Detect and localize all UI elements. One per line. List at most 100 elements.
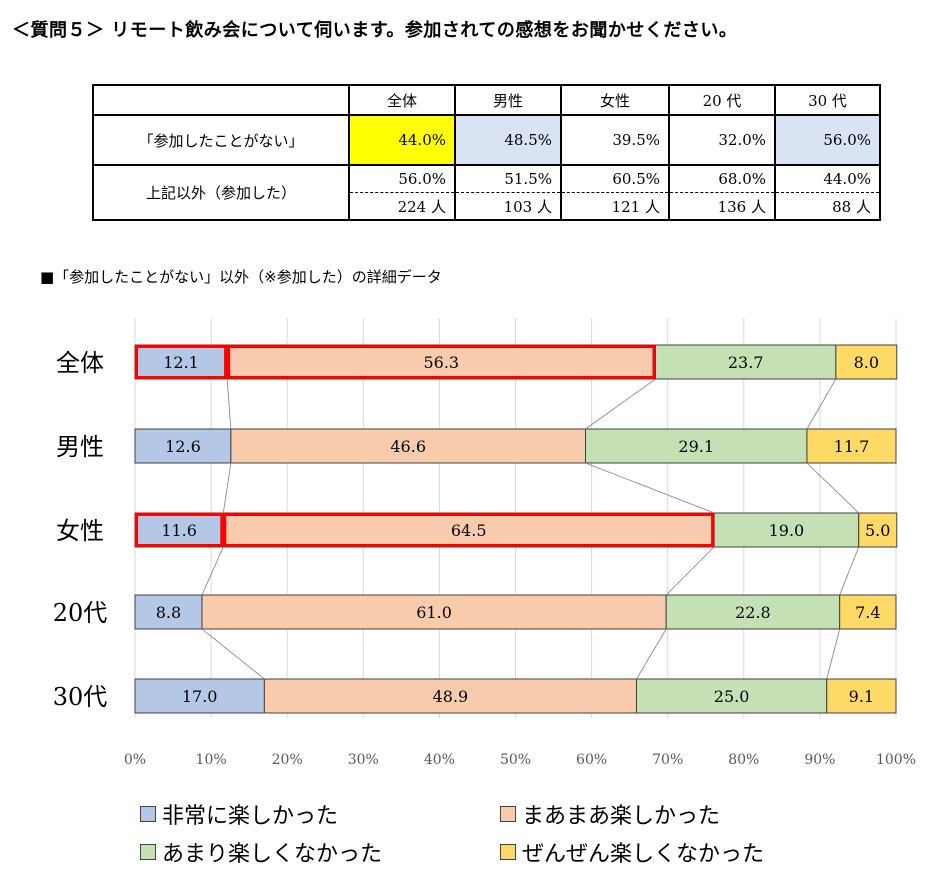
series-connector-line <box>839 546 860 596</box>
data-label: 46.6 <box>390 437 426 456</box>
table-header-row: 全体 男性 女性 20 代 30 代 <box>92 84 881 116</box>
data-label: 8.0 <box>854 353 879 372</box>
table-cell: 32.0% <box>668 114 776 166</box>
bar-segment <box>665 594 841 630</box>
legend-label: ぜんぜん楽しくなかった <box>522 842 765 867</box>
series-connector-line <box>226 378 232 430</box>
x-tick-label: 40% <box>424 752 455 768</box>
legend-item: まあまあ楽しかった <box>500 798 720 830</box>
x-tick-label: 60% <box>576 752 607 768</box>
table-header-cell: 女性 <box>560 84 670 116</box>
x-tick-label: 10% <box>196 752 227 768</box>
x-tick-label: 100% <box>876 752 916 768</box>
bar-segment <box>134 678 265 714</box>
table-header-cell: 全体 <box>348 84 456 116</box>
row-label-other: 上記以外（参加した） <box>92 164 350 221</box>
table-cell: 39.5% <box>560 114 670 166</box>
table-cell: 88 人 <box>774 192 881 221</box>
series-connector-line <box>806 378 837 430</box>
summary-table: 全体 男性 女性 20 代 30 代 「参加したことがない」 44.0% 48.… <box>92 84 881 221</box>
category-label: 30代 <box>53 683 108 711</box>
data-label: 11.7 <box>834 437 870 456</box>
data-label: 17.0 <box>182 687 218 706</box>
series-connector-line <box>201 546 224 596</box>
table-cell: 224 人 <box>348 192 456 221</box>
category-label: 全体 <box>56 349 104 377</box>
legend-item: あまり楽しくなかった <box>140 836 382 868</box>
table-row-other-pct: 上記以外（参加した） 56.0% 51.5% 60.5% 68.0% 44.0% <box>92 164 881 221</box>
bar-segment <box>134 594 203 630</box>
category-label: 男性 <box>56 433 104 461</box>
bar-segment <box>585 428 808 464</box>
bar-segment <box>826 678 897 714</box>
category-label: 女性 <box>56 517 104 545</box>
data-label: 56.3 <box>423 353 459 372</box>
table-cell: 51.5% <box>454 164 562 193</box>
data-label: 12.1 <box>163 353 199 372</box>
data-label: 61.0 <box>416 603 452 622</box>
table-corner-cell <box>92 84 350 116</box>
highlight-box <box>227 345 656 379</box>
series-connector-line <box>665 546 715 596</box>
x-tick-label: 0% <box>124 752 146 768</box>
table-header-cell: 30 代 <box>774 84 881 116</box>
data-label: 7.4 <box>855 603 880 622</box>
legend-swatch <box>140 806 156 822</box>
bar-segment <box>858 512 898 548</box>
x-tick-label: 80% <box>728 752 759 768</box>
table-cell: 68.0% <box>668 164 776 193</box>
table-cell: 48.5% <box>454 114 562 166</box>
series-connector-line <box>201 628 265 680</box>
data-label: 22.8 <box>735 603 771 622</box>
bar-segment <box>134 428 232 464</box>
data-label: 64.5 <box>451 521 487 540</box>
series-connector-line <box>585 378 656 430</box>
data-label: 23.7 <box>728 353 764 372</box>
x-tick-label: 20% <box>272 752 303 768</box>
table-cell: 56.0% <box>774 114 881 166</box>
bar-segment <box>226 344 657 380</box>
x-tick-label: 90% <box>804 752 835 768</box>
legend-swatch <box>500 844 516 860</box>
bar-segment <box>230 428 587 464</box>
data-label: 11.6 <box>161 521 197 540</box>
page-title: ＜質問５＞ リモート飲み会について伺います。参加されての感想をお聞かせください。 <box>12 20 738 41</box>
legend-swatch <box>140 844 156 860</box>
bar-segment <box>839 594 897 630</box>
series-connector-line <box>222 462 232 514</box>
series-connector-line <box>585 462 715 514</box>
table-cell: 103 人 <box>454 192 562 221</box>
table-header-cell: 男性 <box>454 84 562 116</box>
data-label: 12.6 <box>165 437 201 456</box>
category-label: 20代 <box>53 599 108 627</box>
x-tick-label: 50% <box>500 752 531 768</box>
legend-label: 非常に楽しかった <box>162 804 339 829</box>
bar-segment <box>263 678 637 714</box>
legend-swatch <box>500 806 516 822</box>
data-label: 19.0 <box>769 521 805 540</box>
table-cell: 136 人 <box>668 192 776 221</box>
series-connector-line <box>826 628 841 680</box>
table-cell: 121 人 <box>560 192 670 221</box>
x-tick-label: 70% <box>652 752 683 768</box>
chart-subtitle: ■「参加したことがない」以外（※参加した）の詳細データ <box>40 268 442 286</box>
series-connector-line <box>806 462 859 514</box>
bar-segment <box>835 344 898 380</box>
bar-segment <box>806 428 897 464</box>
table-row-other-count: 224 人 103 人 121 人 136 人 88 人 <box>93 192 881 221</box>
highlight-box <box>135 345 228 379</box>
bar-segment <box>201 594 667 630</box>
data-label: 5.0 <box>865 521 890 540</box>
table-row-never: 「参加したことがない」 44.0% 48.5% 39.5% 32.0% 56.0… <box>92 114 881 166</box>
bar-segment <box>134 512 224 548</box>
table-cell: 44.0% <box>774 164 881 193</box>
data-label: 48.9 <box>433 687 469 706</box>
stacked-bar-chart: 0% 10% 20% 30% 40% 50% 60% 70% 80% 90% 100% 12.1 56.… <box>53 318 916 768</box>
table-cell: 60.5% <box>560 164 670 193</box>
data-label: 9.1 <box>849 687 874 706</box>
table-header-cell: 20 代 <box>668 84 776 116</box>
x-tick-label: 30% <box>348 752 379 768</box>
table-cell: 56.0% <box>348 164 456 193</box>
legend-label: まあまあ楽しかった <box>522 804 721 829</box>
table-cell: 44.0% <box>348 114 456 166</box>
